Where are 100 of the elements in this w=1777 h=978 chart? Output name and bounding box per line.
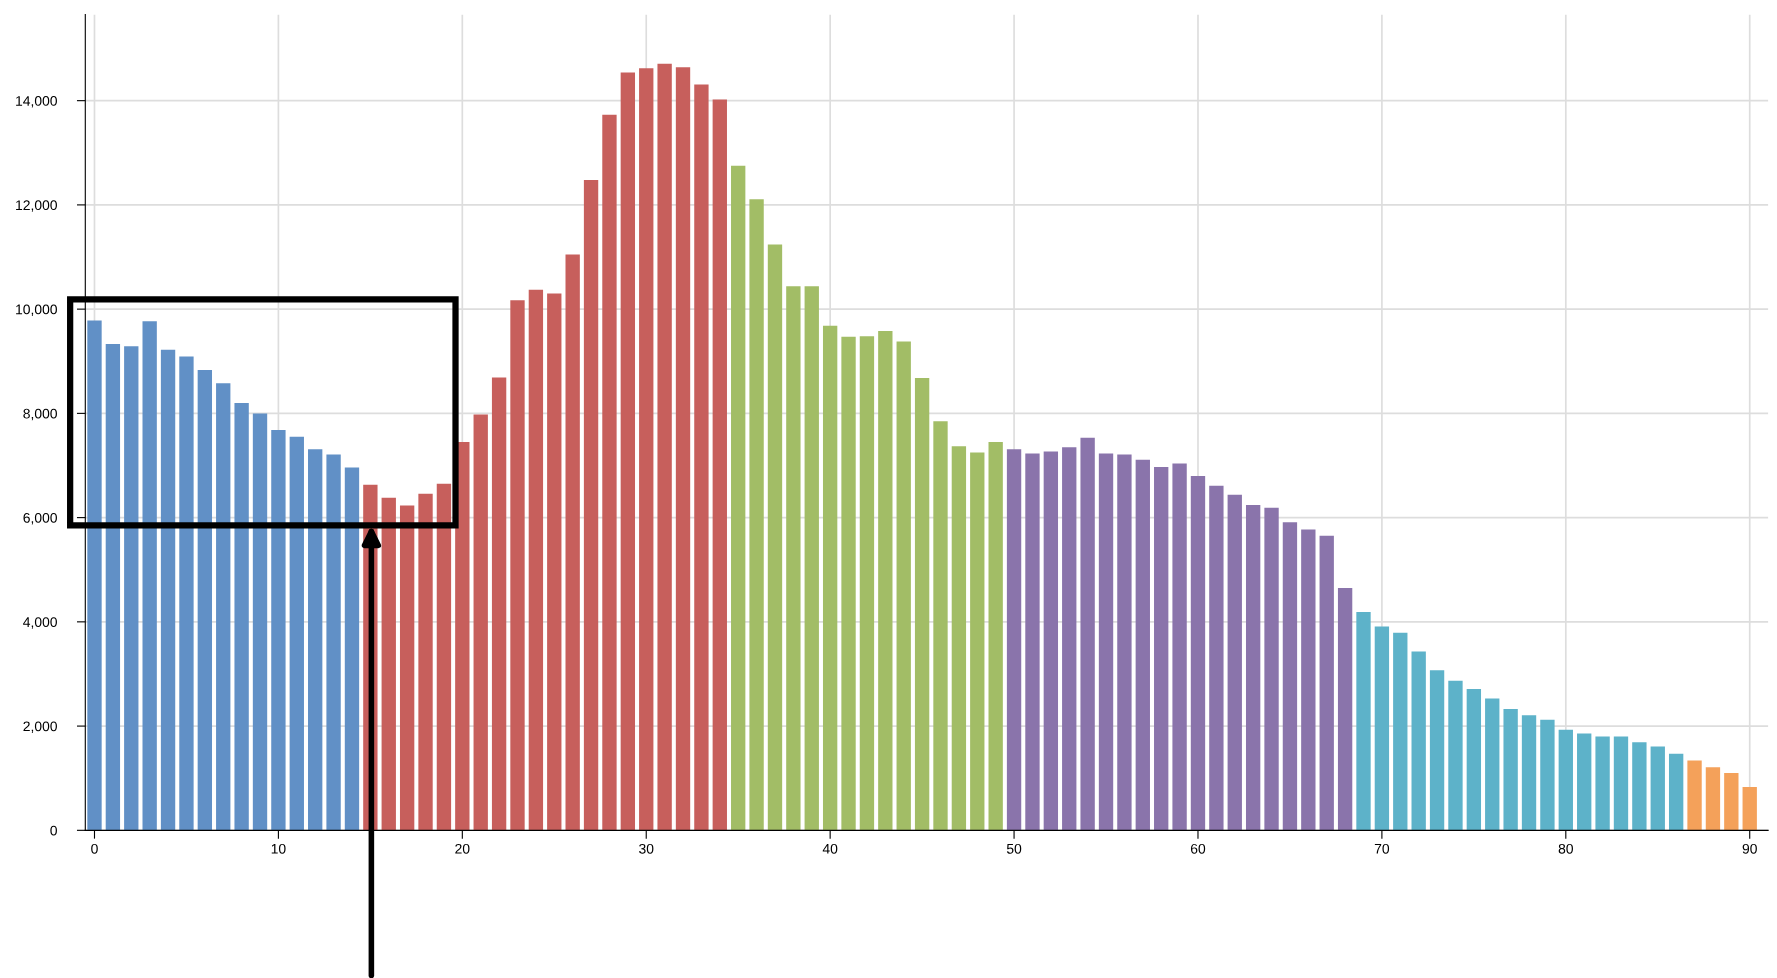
bar bbox=[381, 497, 396, 831]
bar bbox=[951, 446, 967, 831]
bar bbox=[234, 402, 249, 831]
bar bbox=[1080, 437, 1095, 831]
bar bbox=[87, 320, 102, 831]
bar bbox=[1705, 767, 1721, 831]
bar bbox=[1411, 651, 1426, 831]
bar bbox=[1172, 463, 1187, 831]
bar bbox=[1577, 733, 1592, 831]
bar bbox=[418, 493, 433, 831]
bar bbox=[510, 300, 525, 831]
bar bbox=[602, 114, 617, 831]
y-tick-label: 2,000 bbox=[23, 721, 57, 733]
bar bbox=[271, 430, 286, 831]
y-tick-label: 4,000 bbox=[23, 617, 57, 629]
bar bbox=[1724, 772, 1739, 831]
bar bbox=[970, 452, 985, 831]
bar bbox=[1098, 453, 1114, 831]
bar bbox=[1006, 449, 1022, 831]
bar bbox=[804, 286, 819, 831]
y-tick-label: 14,000 bbox=[16, 96, 57, 108]
bar bbox=[933, 421, 948, 831]
bar bbox=[712, 99, 727, 831]
bar bbox=[473, 414, 488, 831]
bar bbox=[1558, 729, 1573, 831]
bar bbox=[216, 383, 231, 831]
bar bbox=[1337, 587, 1353, 831]
bar bbox=[124, 346, 139, 831]
bar bbox=[1613, 736, 1629, 831]
bar bbox=[528, 289, 544, 831]
bar bbox=[1448, 680, 1463, 831]
y-tick-label: 8,000 bbox=[23, 408, 57, 421]
bar bbox=[326, 454, 341, 831]
bar bbox=[1135, 459, 1150, 831]
bar bbox=[197, 370, 213, 831]
bar bbox=[896, 341, 911, 831]
bar bbox=[160, 349, 176, 831]
bar bbox=[436, 483, 452, 831]
bar bbox=[1521, 715, 1537, 831]
bar bbox=[1264, 507, 1279, 831]
bar bbox=[1374, 626, 1390, 831]
bar bbox=[1154, 467, 1169, 831]
bar bbox=[1356, 611, 1371, 831]
bar bbox=[1301, 529, 1316, 831]
bar bbox=[786, 286, 801, 831]
bar bbox=[1668, 753, 1684, 831]
bar bbox=[1209, 485, 1224, 831]
bar bbox=[859, 336, 875, 831]
bar bbox=[1595, 736, 1610, 831]
bar bbox=[1190, 475, 1206, 831]
bar bbox=[914, 377, 930, 831]
bar bbox=[308, 449, 323, 831]
bar bbox=[565, 254, 580, 831]
bar bbox=[1632, 742, 1647, 831]
bar bbox=[1485, 698, 1500, 831]
x-tick-label: 0 bbox=[91, 843, 98, 854]
bar bbox=[344, 467, 360, 831]
bar bbox=[1043, 451, 1059, 831]
bar bbox=[289, 436, 304, 831]
bar bbox=[620, 72, 636, 831]
bar bbox=[491, 377, 507, 831]
bar bbox=[878, 331, 893, 831]
bar bbox=[639, 68, 654, 831]
x-tick-label: 30 bbox=[639, 843, 654, 854]
x-tick-label: 10 bbox=[271, 843, 286, 854]
bar bbox=[1393, 632, 1408, 831]
x-tick-label: 40 bbox=[822, 843, 838, 854]
bar bbox=[675, 67, 691, 831]
y-tick-label: 0 bbox=[50, 825, 57, 836]
x-tick-label: 60 bbox=[1190, 843, 1206, 854]
y-tick-label: 6,000 bbox=[23, 512, 57, 525]
bar bbox=[105, 344, 121, 831]
bar bbox=[1319, 535, 1334, 831]
x-tick-label: 70 bbox=[1374, 843, 1390, 854]
bar bbox=[1503, 708, 1518, 831]
y-tick-label: 10,000 bbox=[16, 304, 57, 316]
x-tick-label: 50 bbox=[1006, 843, 1022, 854]
bar bbox=[841, 336, 856, 831]
bar bbox=[1227, 494, 1242, 831]
bar bbox=[547, 293, 562, 831]
bar bbox=[694, 84, 709, 831]
bar bbox=[1117, 454, 1132, 831]
bar bbox=[1062, 447, 1077, 831]
bar bbox=[1742, 787, 1757, 831]
bar bbox=[657, 63, 672, 831]
x-tick-label: 20 bbox=[455, 843, 470, 854]
bar bbox=[1025, 453, 1040, 831]
bar bbox=[749, 199, 764, 831]
x-tick-label: 80 bbox=[1558, 843, 1573, 854]
bar bbox=[583, 179, 599, 831]
bar bbox=[767, 244, 783, 831]
bar bbox=[399, 505, 415, 831]
bar bbox=[142, 321, 157, 831]
bar bbox=[988, 442, 1003, 831]
bar bbox=[455, 442, 470, 831]
bar bbox=[1540, 719, 1555, 831]
bar bbox=[1466, 689, 1482, 831]
bar bbox=[1650, 746, 1665, 831]
bar bbox=[1245, 505, 1261, 831]
bar bbox=[822, 325, 838, 831]
